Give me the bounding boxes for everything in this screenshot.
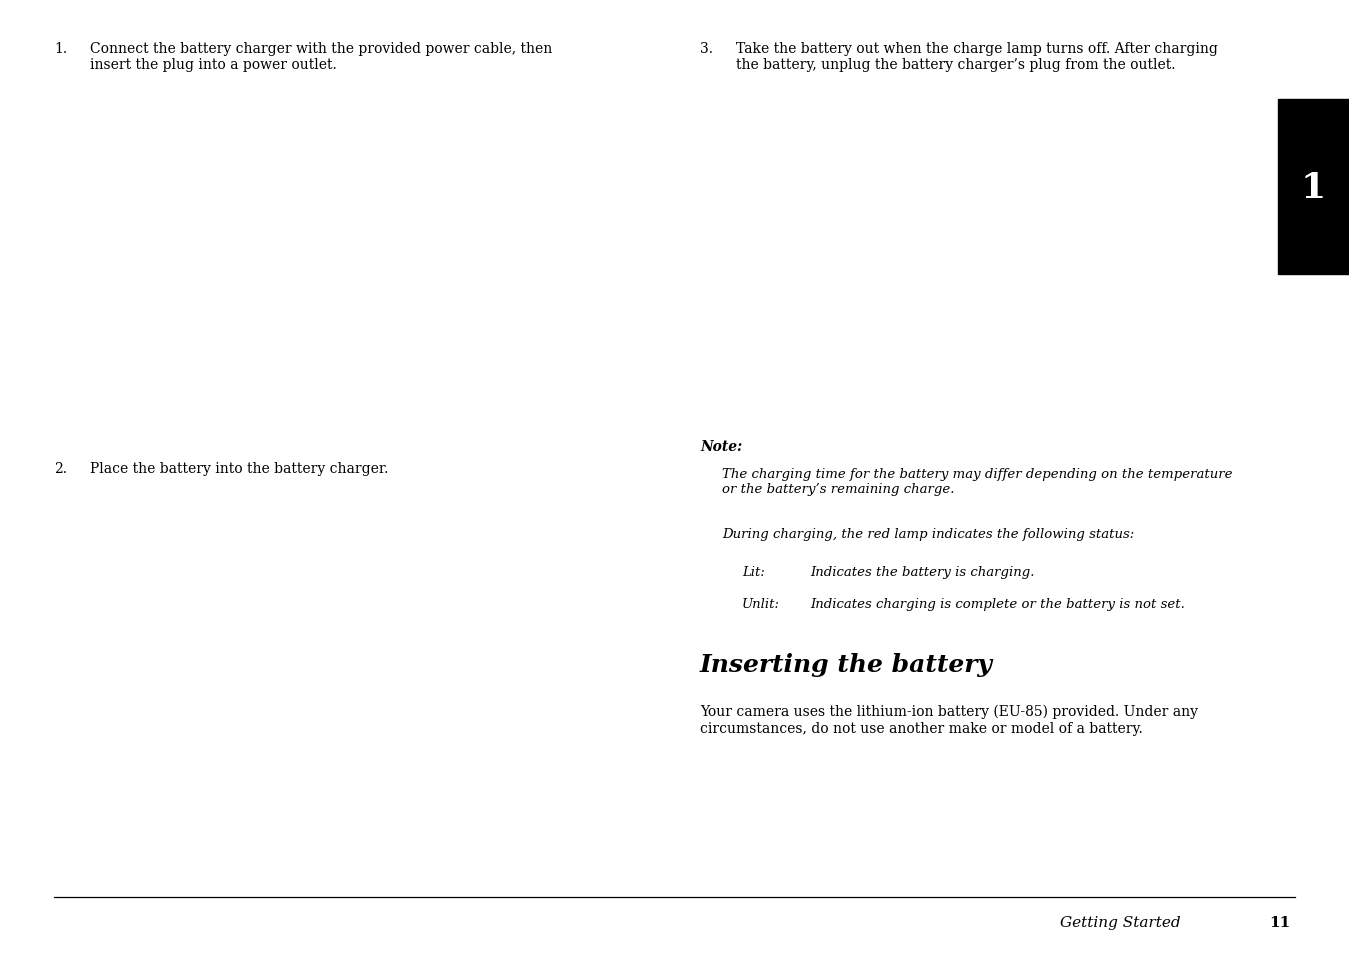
Text: Note:: Note:	[700, 439, 742, 454]
Bar	[704, 532, 712, 539]
Text: Unlit:: Unlit:	[742, 598, 780, 610]
Text: 1: 1	[1300, 171, 1326, 204]
Text: 11: 11	[1269, 915, 1290, 929]
Text: 1.: 1.	[54, 42, 67, 56]
Text: Your camera uses the lithium-ion battery (EU-85) provided. Under any
circumstanc: Your camera uses the lithium-ion battery…	[700, 704, 1198, 735]
Text: Indicates charging is complete or the battery is not set.: Indicates charging is complete or the ba…	[809, 598, 1184, 610]
Text: 2.: 2.	[54, 461, 67, 476]
Text: Indicates the battery is charging.: Indicates the battery is charging.	[809, 565, 1035, 578]
Text: Lit:: Lit:	[742, 565, 765, 578]
Text: Take the battery out when the charge lamp turns off. After charging
the battery,: Take the battery out when the charge lam…	[737, 42, 1218, 72]
Text: Place the battery into the battery charger.: Place the battery into the battery charg…	[90, 461, 389, 476]
Text: Inserting the battery: Inserting the battery	[700, 652, 993, 677]
Text: During charging, the red lamp indicates the following status:: During charging, the red lamp indicates …	[722, 527, 1135, 540]
Text: Connect the battery charger with the provided power cable, then
insert the plug : Connect the battery charger with the pro…	[90, 42, 552, 72]
Bar	[1278, 100, 1349, 274]
Text: Getting Started: Getting Started	[1060, 915, 1180, 929]
Bar	[704, 472, 712, 479]
Text: 3.: 3.	[700, 42, 714, 56]
Text: The charging time for the battery may differ depending on the temperature
or the: The charging time for the battery may di…	[722, 468, 1233, 496]
